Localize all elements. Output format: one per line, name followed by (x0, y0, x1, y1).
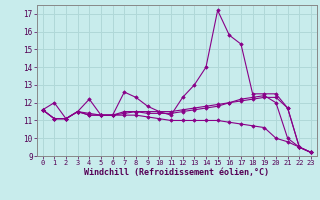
X-axis label: Windchill (Refroidissement éolien,°C): Windchill (Refroidissement éolien,°C) (84, 168, 269, 177)
